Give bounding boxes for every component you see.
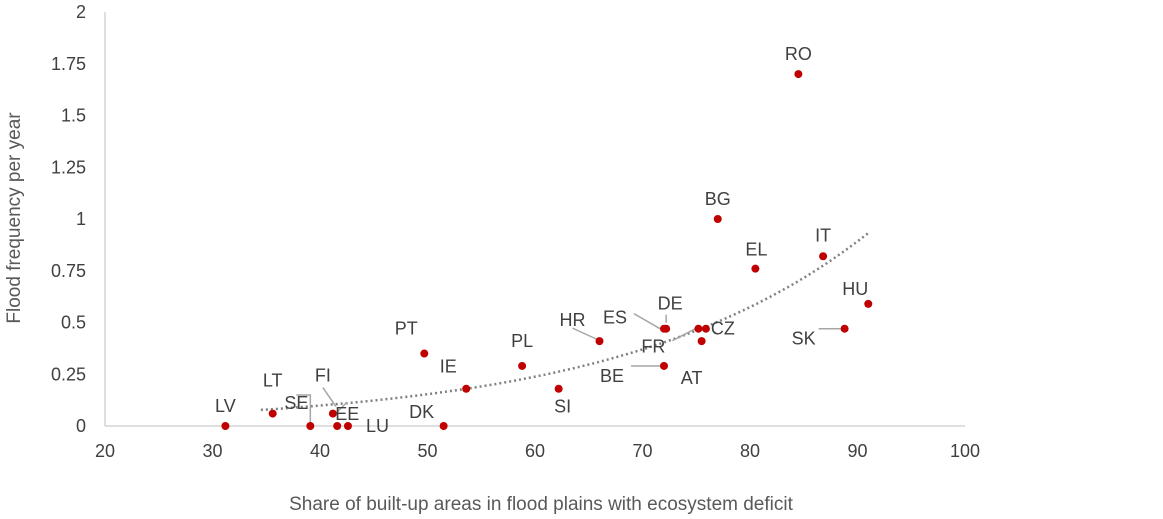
point-de [662, 324, 671, 333]
y-tick-label: 0 [76, 416, 86, 436]
point-fi [328, 409, 337, 418]
point-label-dk: DK [409, 402, 434, 422]
point-label-se: SE [284, 393, 308, 413]
y-tick-label: 1.5 [61, 106, 86, 126]
x-tick-label: 70 [632, 441, 652, 461]
point-label-at: AT [681, 368, 703, 388]
point-be [660, 361, 668, 370]
y-tick-label: 0.25 [51, 364, 86, 384]
point-pt [420, 349, 429, 358]
point-label-es: ES [603, 308, 627, 328]
point-it [819, 252, 828, 261]
point-label-hu: HU [842, 279, 868, 299]
point-label-ie: IE [440, 357, 457, 377]
point-bg [713, 215, 722, 223]
point-ie [462, 384, 471, 393]
x-tick-label: 50 [417, 441, 437, 461]
point-cz [701, 324, 710, 333]
leader-line-se [296, 394, 312, 426]
leader-line-es [633, 313, 661, 330]
axes [104, 12, 965, 427]
x-tick-label: 80 [740, 441, 760, 461]
point-label-lv: LV [215, 396, 236, 416]
point-lu [343, 422, 352, 430]
point-label-el: EL [745, 240, 767, 260]
x-tick-label: 60 [525, 441, 545, 461]
point-hu [864, 299, 873, 308]
point-si [554, 384, 563, 393]
point-label-pt: PT [395, 319, 418, 339]
y-tick-labels: 0 0.25 0.5 0.75 1 1.25 1.5 1.75 2 [51, 2, 86, 436]
point-se [306, 422, 315, 430]
point-label-lu: LU [366, 416, 389, 436]
leader-line-fr [672, 328, 696, 342]
x-tick-labels: 20 30 40 50 60 70 80 90 100 [95, 441, 980, 461]
point-label-fr: FR [641, 337, 665, 357]
x-axis-title: Share of built-up areas in flood plains … [289, 494, 793, 515]
y-tick-label: 0.5 [61, 313, 86, 333]
point-label-lt: LT [263, 371, 283, 391]
point-label-de: DE [658, 294, 683, 314]
point-label-bg: BG [705, 189, 731, 209]
trendline [260, 232, 870, 412]
y-axis-title: Flood frequency per year [4, 112, 25, 324]
point-fr [694, 324, 703, 333]
leader-lines [296, 313, 841, 426]
point-label-it: IT [815, 225, 831, 245]
leader-line-fi [322, 387, 337, 408]
y-tick-label: 2 [76, 2, 86, 22]
point-pl [518, 361, 527, 370]
point-ee [333, 422, 342, 430]
x-tick-label: 20 [95, 441, 115, 461]
point-dk [439, 422, 448, 430]
point-lv [221, 422, 230, 430]
y-tick-label: 1.75 [51, 54, 86, 74]
point-label-fi: FI [315, 366, 331, 386]
point-hr [595, 337, 604, 346]
y-tick-label: 0.75 [51, 261, 86, 281]
y-tick-label: 1 [76, 209, 86, 229]
x-tick-label: 90 [847, 441, 867, 461]
point-at [697, 337, 706, 346]
leader-line-hr [572, 327, 597, 340]
point-label-pl: PL [511, 331, 533, 351]
point-label-ro: RO [785, 44, 812, 64]
x-tick-label: 100 [950, 441, 980, 461]
point-label-cz: CZ [711, 319, 735, 339]
point-ro [794, 70, 803, 79]
data-points [221, 70, 873, 430]
point-label-ee: EE [335, 404, 359, 424]
x-tick-label: 30 [202, 441, 222, 461]
point-sk [840, 324, 849, 333]
point-lt [268, 409, 277, 418]
x-tick-label: 40 [310, 441, 330, 461]
y-tick-label: 1.25 [51, 157, 86, 177]
point-el [751, 264, 760, 273]
leader-line-ee [334, 401, 348, 415]
point-label-si: SI [554, 397, 571, 417]
point-label-hr: HR [560, 310, 586, 330]
point-label-be: BE [600, 366, 624, 386]
point-label-sk: SK [792, 329, 816, 349]
